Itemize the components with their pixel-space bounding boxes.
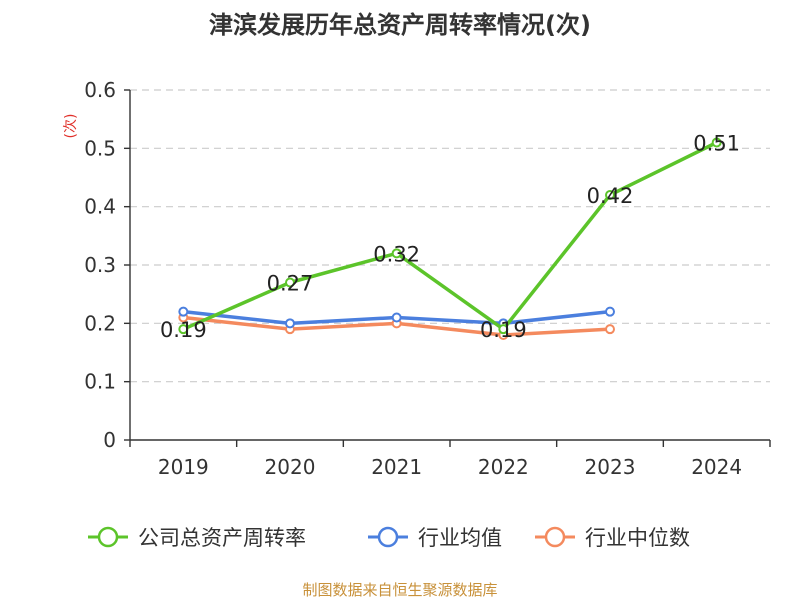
data-point <box>285 318 295 329</box>
y-tick-label: 0.5 <box>84 136 116 160</box>
data-label: 0.32 <box>373 242 420 266</box>
y-tick-label: 0.2 <box>84 311 116 335</box>
data-point <box>605 190 615 200</box>
data-point <box>498 324 509 335</box>
data-point <box>605 324 615 335</box>
data-labels: 0.19 0.27 0.32 0.19 0.42 0.51 <box>160 132 740 343</box>
x-tick-label: 2023 <box>585 455 636 479</box>
legend-label: 公司总资产周转率 <box>138 526 306 550</box>
legend-swatch-marker <box>544 526 566 548</box>
y-tick-label: 0 <box>103 428 116 452</box>
x-tick-label: 2024 <box>691 455 742 479</box>
data-point <box>711 137 722 148</box>
series-line <box>181 140 719 331</box>
legend-label: 行业均值 <box>418 526 502 550</box>
chart-title: 津滨发展历年总资产周转率情况(次) <box>209 11 591 39</box>
y-tick-label: 0.6 <box>84 78 116 102</box>
legend: 公司总资产周转率 行业均值 行业中位数 <box>88 526 690 550</box>
data-label: 0.19 <box>160 318 207 342</box>
source-note: 制图数据来自恒生聚源数据库 <box>302 581 497 599</box>
data-label: 0.27 <box>267 272 314 296</box>
gridlines <box>130 89 770 383</box>
data-point <box>391 312 402 323</box>
data-point <box>178 324 189 335</box>
data-point <box>391 248 402 259</box>
series-lines <box>178 137 722 340</box>
legend-label: 行业中位数 <box>585 526 690 550</box>
y-tick-label: 0.1 <box>84 370 116 394</box>
y-axis-label: (次) <box>63 114 79 139</box>
data-label: 0.42 <box>587 184 634 208</box>
legend-swatch-marker <box>97 526 119 548</box>
data-point <box>285 277 295 288</box>
data-label: 0.51 <box>693 132 740 156</box>
legend-swatch-marker <box>377 526 399 548</box>
axes: 0 0.1 0.2 0.3 0.4 0.5 0.6 2019 2020 2021 2022 2023 2… <box>84 78 771 479</box>
data-label: 0.19 <box>480 318 527 342</box>
x-tick-label: 2020 <box>265 455 316 479</box>
y-tick-label: 0.4 <box>84 195 116 219</box>
x-tick-label: 2019 <box>158 455 209 479</box>
y-tick-label: 0.3 <box>84 253 116 277</box>
data-point <box>178 306 189 317</box>
data-point <box>605 306 615 317</box>
x-tick-label: 2021 <box>371 455 422 479</box>
x-tick-label: 2022 <box>478 455 529 479</box>
